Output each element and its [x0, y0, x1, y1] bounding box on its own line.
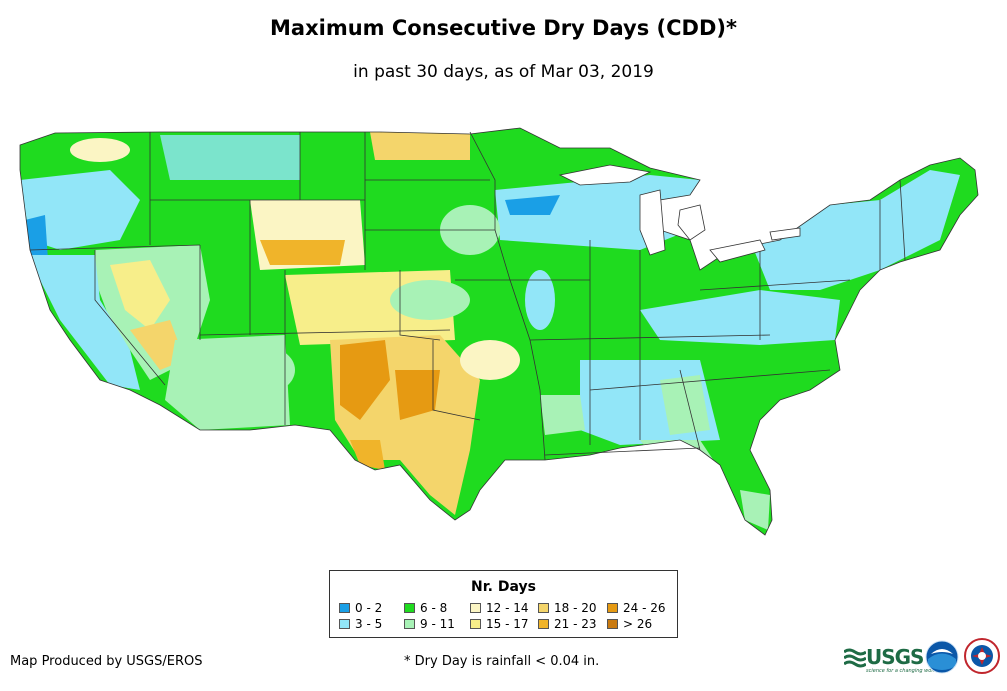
usgs-wave-icon: [844, 648, 866, 668]
legend-item: 3 - 5: [339, 617, 382, 631]
legend-swatch: [470, 603, 481, 613]
legend-item: 21 - 23: [538, 617, 597, 631]
legend-swatch: [607, 603, 618, 613]
map-fill-layer: [20, 128, 978, 535]
dry-day-footnote: * Dry Day is rainfall < 0.04 in.: [404, 654, 600, 669]
legend-swatch: [339, 619, 350, 629]
nws-logo-icon: [964, 638, 1000, 674]
legend-item: 6 - 8: [404, 601, 447, 615]
legend-label: 0 - 2: [355, 601, 383, 615]
state-boundaries: [19, 127, 979, 536]
legend-label: 15 - 17: [486, 617, 529, 631]
usgs-tagline: science for a changing world: [866, 668, 938, 674]
legend-swatch: [404, 619, 415, 629]
legend-swatch: [404, 603, 415, 613]
usgs-wordmark: USGS: [866, 645, 924, 669]
map-credit: Map Produced by USGS/EROS: [10, 654, 203, 669]
legend-swatch: [339, 603, 350, 613]
map-title: Maximum Consecutive Dry Days (CDD)*: [270, 16, 737, 40]
legend-label: 3 - 5: [355, 617, 383, 631]
legend-item: 12 - 14: [470, 601, 529, 615]
legend-label: 12 - 14: [486, 601, 529, 615]
legend-swatch: [607, 619, 618, 629]
legend-item: > 26: [607, 617, 652, 631]
legend-label: 9 - 11: [420, 617, 455, 631]
legend-item: 18 - 20: [538, 601, 597, 615]
legend-title: Nr. Days: [471, 579, 536, 595]
noaa-logo-icon: [925, 640, 959, 674]
great-lakes: [558, 164, 801, 263]
legend-label: > 26: [623, 617, 653, 631]
usgs-logo: USGS science for a changing world: [844, 645, 938, 674]
legend-swatch: [470, 619, 481, 629]
legend-item: 24 - 26: [607, 601, 666, 615]
legend-swatch: [538, 603, 549, 613]
legend-label: 24 - 26: [623, 601, 666, 615]
legend-swatch: [538, 619, 549, 629]
map-legend: Nr. Days 0 - 2 3 - 5 6 - 8 9 - 11 12 - 1…: [329, 570, 678, 638]
legend-label: 6 - 8: [420, 601, 448, 615]
map-subtitle: in past 30 days, as of Mar 03, 2019: [353, 62, 654, 82]
legend-item: 0 - 2: [339, 601, 382, 615]
legend-label: 18 - 20: [554, 601, 597, 615]
legend-label: 21 - 23: [554, 617, 597, 631]
legend-item: 9 - 11: [404, 617, 455, 631]
legend-item: 15 - 17: [470, 617, 529, 631]
